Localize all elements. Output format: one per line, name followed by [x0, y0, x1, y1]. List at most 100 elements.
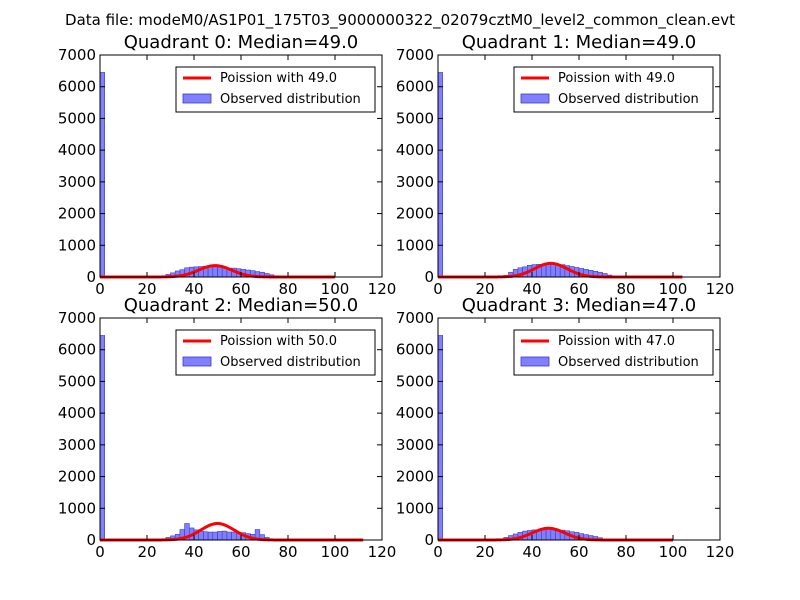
legend-box: [513, 66, 714, 113]
y-tick-label: 5000: [58, 109, 96, 127]
x-tick-label: 0: [433, 280, 443, 298]
x-tick-label: 0: [95, 543, 105, 561]
chart-panel-2: Quadrant 2: Median=50.0 0 20 40 60 80 100 120 0 1…: [58, 295, 397, 561]
x-tick-label: 40: [522, 543, 541, 561]
x-tick-label: 60: [569, 543, 588, 561]
histogram-bar: [550, 264, 556, 278]
histogram-bar: [545, 263, 552, 278]
legend-label-poisson: Poission with 50.0: [220, 334, 337, 349]
x-tick-label: 100: [659, 543, 688, 561]
y-tick-label: 0: [86, 531, 96, 549]
y-tick-label: 2000: [396, 468, 434, 486]
y-tick-label: 2000: [58, 205, 96, 223]
histogram-bar: [550, 529, 556, 541]
legend-bar-swatch: [182, 356, 212, 367]
y-tick-label: 5000: [396, 109, 434, 127]
figure-suptitle: Data file: modeM0/AS1P01_175T03_90000003…: [65, 11, 735, 30]
y-tick-label: 7000: [396, 46, 434, 64]
y-tick-label: 3000: [58, 436, 96, 454]
y-tick-label: 1000: [58, 236, 96, 254]
x-tick-label: 100: [321, 543, 350, 561]
legend-label-observed: Observed distribution: [220, 92, 361, 107]
legend-label-poisson: Poission with 49.0: [220, 71, 337, 86]
x-tick-label: 100: [321, 280, 350, 298]
legend-bar-swatch: [182, 93, 212, 104]
x-tick-label: 0: [433, 543, 443, 561]
legend-label-poisson: Poission with 49.0: [558, 71, 675, 86]
x-tick-label: 60: [569, 280, 588, 298]
y-tick-label: 0: [424, 531, 434, 549]
legend-label-observed: Observed distribution: [558, 92, 699, 107]
x-tick-label: 20: [475, 543, 494, 561]
y-tick-label: 3000: [396, 173, 434, 191]
y-tick-label: 4000: [396, 404, 434, 422]
chart-title: Quadrant 3: Median=47.0: [462, 295, 697, 316]
y-tick-label: 6000: [396, 341, 434, 359]
legend-label-observed: Observed distribution: [558, 355, 699, 370]
legend-box: [175, 66, 376, 113]
x-tick-label: 0: [95, 280, 105, 298]
x-tick-label: 40: [522, 280, 541, 298]
chart-panels: Quadrant 0: Median=49.0 0 20 40 60 80 100 120 0 1…: [58, 32, 735, 561]
y-tick-label: 5000: [58, 372, 96, 390]
histogram-bar: [217, 531, 223, 541]
histogram-bar: [99, 72, 105, 278]
y-tick-label: 1000: [58, 499, 96, 517]
x-tick-label: 60: [231, 280, 250, 298]
histogram-bar: [221, 530, 228, 541]
x-tick-label: 80: [278, 280, 297, 298]
histogram-bar: [437, 335, 443, 541]
y-tick-label: 3000: [58, 173, 96, 191]
chart-title: Quadrant 2: Median=50.0: [124, 295, 359, 316]
legend-label-observed: Observed distribution: [220, 355, 361, 370]
legend: Poission with 47.0 Observed distribution: [513, 329, 714, 376]
x-tick-label: 80: [616, 543, 635, 561]
x-tick-label: 80: [278, 543, 297, 561]
histogram-bar: [231, 531, 237, 541]
y-tick-label: 7000: [396, 309, 434, 327]
x-tick-label: 120: [706, 543, 735, 561]
x-tick-label: 20: [137, 280, 156, 298]
legend-box: [175, 329, 376, 376]
y-tick-label: 4000: [58, 404, 96, 422]
chart-panel-0: Quadrant 0: Median=49.0 0 20 40 60 80 100 120 0 1…: [58, 32, 397, 298]
y-tick-label: 2000: [396, 205, 434, 223]
histogram-bar: [212, 266, 218, 278]
y-tick-label: 4000: [396, 141, 434, 159]
y-tick-label: 7000: [58, 46, 96, 64]
chart-panel-1: Quadrant 1: Median=49.0 0 20 40 60 80 100 120 0 1…: [396, 32, 735, 298]
y-tick-label: 7000: [58, 309, 96, 327]
legend-bar-swatch: [520, 356, 550, 367]
legend-label-poisson: Poission with 47.0: [558, 334, 675, 349]
legend-bar-swatch: [520, 93, 550, 104]
x-tick-label: 40: [184, 543, 203, 561]
y-tick-label: 2000: [58, 468, 96, 486]
x-tick-label: 120: [706, 280, 735, 298]
histogram-bar: [437, 72, 443, 278]
x-tick-label: 20: [475, 280, 494, 298]
y-tick-label: 6000: [58, 78, 96, 96]
y-tick-label: 5000: [396, 372, 434, 390]
y-tick-label: 6000: [58, 341, 96, 359]
x-tick-label: 40: [184, 280, 203, 298]
histogram-bar: [545, 528, 552, 541]
legend: Poission with 49.0 Observed distribution: [175, 66, 376, 113]
x-tick-label: 100: [659, 280, 688, 298]
legend: Poission with 49.0 Observed distribution: [513, 66, 714, 113]
y-tick-label: 0: [424, 268, 434, 286]
x-tick-label: 60: [231, 543, 250, 561]
x-tick-label: 20: [137, 543, 156, 561]
legend-box: [513, 329, 714, 376]
y-tick-label: 3000: [396, 436, 434, 454]
y-tick-label: 4000: [58, 141, 96, 159]
histogram-bar: [217, 266, 223, 278]
x-tick-label: 120: [368, 280, 397, 298]
legend: Poission with 50.0 Observed distribution: [175, 329, 376, 376]
y-tick-label: 6000: [396, 78, 434, 96]
histogram-bar: [203, 531, 209, 541]
chart-title: Quadrant 1: Median=49.0: [462, 32, 697, 53]
histogram-bar: [226, 531, 232, 541]
chart-title: Quadrant 0: Median=49.0: [124, 32, 359, 53]
x-tick-label: 80: [616, 280, 635, 298]
